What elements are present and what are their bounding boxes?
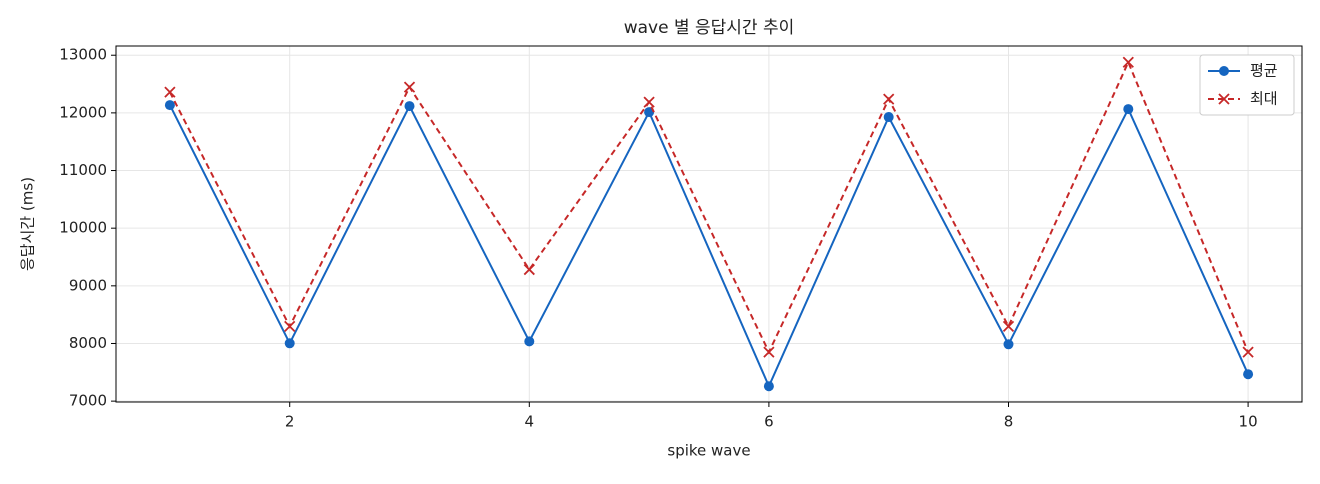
x-tick-label: 8	[1004, 413, 1014, 431]
marker	[284, 320, 296, 332]
series-line	[169, 59, 1250, 355]
marker	[1003, 339, 1014, 350]
marker	[523, 263, 535, 276]
marker	[643, 96, 655, 108]
y-tick-label: 11000	[59, 161, 107, 179]
marker	[524, 336, 535, 347]
legend-label: 최대	[1250, 90, 1278, 108]
marker	[1243, 369, 1254, 380]
y-axis-label: 응답시간 (ms)	[19, 177, 37, 271]
legend-marker	[1219, 66, 1229, 76]
y-tick-label: 10000	[59, 219, 107, 237]
marker	[883, 112, 894, 123]
plot-frame	[115, 45, 1303, 403]
marker	[284, 338, 295, 349]
marker	[403, 81, 416, 93]
y-tick-label: 12000	[59, 103, 107, 121]
x-axis-label: spike wave	[667, 442, 750, 460]
marker	[1123, 104, 1134, 115]
marker	[164, 86, 176, 98]
marker	[1242, 346, 1254, 358]
x-tick-label: 4	[525, 413, 535, 431]
marker	[404, 101, 415, 112]
x-tick-label: 10	[1239, 413, 1258, 431]
y-tick-label: 7000	[69, 392, 107, 410]
legend-box	[1199, 54, 1295, 116]
x-tick-label: 2	[285, 413, 295, 431]
marker	[763, 381, 774, 392]
y-tick-label: 9000	[69, 276, 107, 294]
x-tick-label: 6	[764, 413, 774, 431]
series-line	[169, 103, 1250, 389]
chart-title: wave 별 응답시간 추이	[624, 18, 795, 38]
marker	[763, 346, 775, 358]
y-tick-label: 8000	[69, 334, 107, 352]
marker	[164, 100, 175, 111]
marker	[1002, 320, 1015, 332]
marker	[1122, 56, 1134, 68]
legend-label: 평균	[1250, 62, 1278, 80]
legend-marker	[1218, 93, 1230, 105]
marker	[883, 93, 895, 105]
y-tick-label: 13000	[59, 46, 107, 64]
